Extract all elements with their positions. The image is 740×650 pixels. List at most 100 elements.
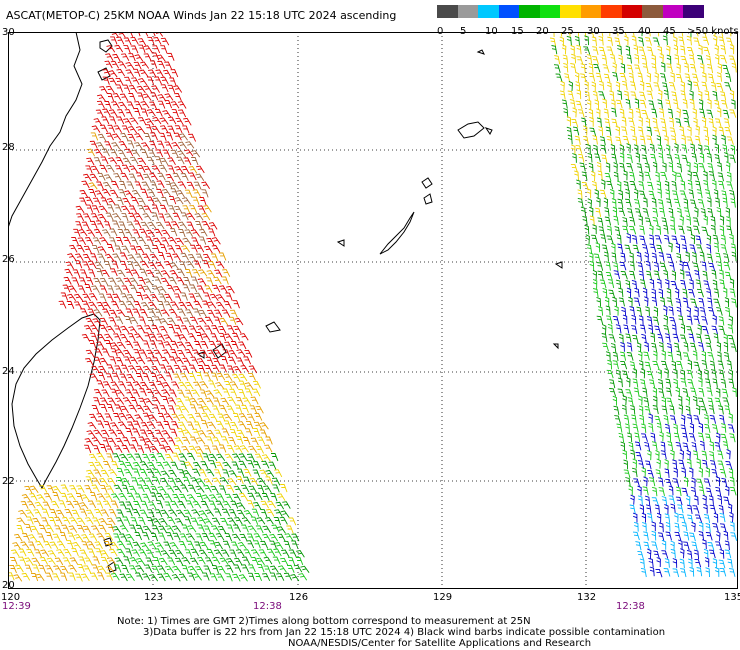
legend-label: 45: [663, 26, 676, 37]
wind-barb: [121, 205, 131, 213]
wind-barb: [76, 524, 85, 533]
wind-barb: [691, 541, 698, 551]
wind-barb: [700, 406, 708, 415]
wind-barb: [146, 109, 156, 117]
wind-barb: [714, 32, 716, 37]
wind-barb: [663, 305, 668, 316]
wind-barb: [134, 414, 144, 422]
wind-barb: [611, 242, 616, 253]
wind-barb: [82, 293, 91, 302]
wind-barb: [657, 532, 665, 542]
wind-barb: [137, 277, 146, 285]
wind-barb: [631, 279, 638, 290]
wind-barb: [178, 421, 187, 430]
wind-barb: [223, 420, 232, 429]
wind-barb: [673, 368, 678, 379]
wind-barb: [669, 127, 677, 137]
wind-barb: [168, 509, 178, 517]
wind-barb: [122, 437, 131, 446]
wind-barb: [567, 134, 573, 145]
wind-barb: [157, 565, 166, 573]
wind-barb: [69, 517, 78, 525]
wind-barb: [651, 197, 657, 208]
wind-barb: [148, 262, 157, 270]
wind-barb: [623, 459, 629, 470]
wind-barb: [651, 54, 657, 65]
wind-barb: [665, 531, 672, 541]
wind-barb: [149, 574, 159, 582]
wind-barb: [218, 325, 227, 334]
wind-barb: [175, 237, 184, 246]
wind-barb: [715, 476, 721, 487]
wind-barb: [24, 485, 33, 494]
wind-barb: [201, 420, 209, 429]
wind-barb: [192, 428, 201, 437]
wind-barb: [594, 189, 599, 200]
wind-barb: [143, 332, 152, 341]
wind-barb: [670, 540, 675, 551]
wind-barb: [687, 359, 693, 370]
wind-barb: [687, 125, 692, 136]
wind-barb: [651, 108, 658, 118]
wind-barb: [18, 556, 27, 565]
wind-barb: [159, 164, 168, 173]
wind-barb: [116, 341, 126, 349]
wind-barb: [106, 243, 115, 253]
wind-barb: [717, 351, 722, 362]
wind-barb: [156, 452, 165, 461]
wind-barb: [178, 453, 188, 461]
wind-barb: [690, 298, 698, 308]
wind-barb: [221, 549, 230, 558]
wind-barb: [665, 278, 670, 289]
wind-barb: [110, 60, 120, 69]
wind-barb: [158, 213, 166, 222]
wind-barb: [145, 549, 155, 558]
wind-barb: [194, 412, 203, 421]
wind-barb: [25, 509, 35, 517]
wind-barb: [731, 298, 737, 308]
wind-barb: [707, 163, 714, 173]
wind-barb: [616, 99, 623, 109]
wind-barb: [90, 332, 98, 341]
wind-barb: [599, 189, 607, 199]
wind-barb: [601, 54, 608, 64]
wind-barb: [173, 332, 181, 341]
wind-barb: [236, 502, 246, 510]
wind-barb: [586, 188, 592, 199]
wind-barb: [143, 205, 152, 214]
wind-barb: [659, 431, 664, 442]
wind-barb: [41, 508, 50, 517]
wind-barb: [724, 82, 732, 91]
wind-barb: [716, 341, 722, 352]
wind-barb: [164, 453, 174, 462]
wind-barb: [58, 300, 67, 309]
wind-barb: [159, 157, 169, 166]
wind-barb: [149, 172, 158, 181]
wind-barb: [179, 261, 187, 270]
wind-barb: [719, 523, 727, 533]
wind-barb: [167, 236, 177, 245]
wind-barb: [103, 460, 111, 469]
wind-barb: [192, 500, 202, 509]
wind-barb: [118, 221, 127, 230]
wind-barb: [189, 397, 199, 406]
wind-barb: [96, 94, 106, 102]
wind-barb: [644, 296, 649, 307]
wind-barb: [165, 173, 175, 182]
wind-barb: [66, 540, 74, 549]
wind-barb: [693, 361, 701, 371]
wind-barb: [116, 468, 125, 477]
wind-barb: [86, 148, 95, 157]
wind-barb: [729, 233, 734, 244]
legend-swatch: [642, 5, 663, 18]
wind-barb: [158, 293, 167, 302]
wind-barb: [185, 389, 193, 398]
wind-barb: [154, 509, 163, 518]
wind-barb: [90, 220, 98, 229]
wind-barb: [90, 213, 99, 221]
wind-barb: [185, 500, 194, 509]
wind-barb: [98, 517, 108, 526]
wind-barb: [140, 149, 149, 158]
wind-barb: [695, 279, 702, 289]
wind-barb: [643, 476, 648, 487]
